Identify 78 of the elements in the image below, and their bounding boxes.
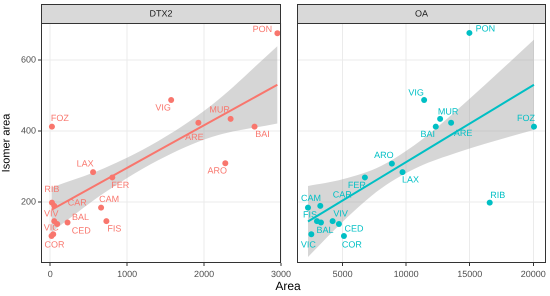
annotation: VIV [44,208,58,219]
annotation: FER [348,180,366,190]
point [330,218,336,224]
point [222,160,228,166]
annotation: PON [252,24,272,34]
annotation: ARO [208,166,228,176]
point [400,169,406,176]
point [51,202,58,209]
point [168,97,174,104]
annotation: VIV [333,208,348,219]
annotation: FOZ [50,113,70,124]
point [432,124,439,130]
x-tick-label: 15000 [457,268,482,279]
point [274,30,280,36]
point [90,169,96,176]
x-tick-label: 0 [48,268,53,279]
annotation: FOZ [516,113,536,124]
x-tick-label: 2000 [194,268,214,279]
point [530,124,537,130]
annotation: FER [111,180,130,190]
annotation: ARO [374,150,394,160]
point [304,204,311,211]
x-tick-label: 20000 [520,268,546,279]
point [228,116,234,122]
annotation: CAM [99,194,120,204]
chart-title: OA [414,8,428,18]
point [318,220,324,226]
point [64,220,71,226]
point [340,233,347,240]
annotation: COR [44,240,66,250]
point [388,160,395,167]
point [421,97,428,104]
annotation: VIG [155,102,171,113]
annotation: PON [476,23,496,34]
point [486,200,493,206]
chart-title: DTX2 [149,8,173,18]
annotation: ARE [185,132,204,142]
y-axis-title: Isomer area [0,112,13,172]
y-tick-label: 600 [20,54,36,64]
point [466,30,472,36]
annotation: COR [342,240,362,250]
x-tick-label: 3000 [270,268,292,279]
annotation: RIB [490,190,506,200]
point [103,218,110,224]
y-tick-label: 400 [20,125,36,136]
x-tick-label: 1000 [117,268,138,279]
annotation: RIB [44,184,60,194]
annotation: BAI [420,129,436,140]
point [308,231,314,238]
x-tick-label: 10000 [394,268,419,279]
annotation: CED [72,225,92,236]
y-tick-label: 200 [20,196,36,206]
point [437,116,444,122]
annotation: CED [344,223,364,234]
x-tick-label: 5000 [332,268,353,279]
annotation: CAR [332,189,352,200]
annotation: CAR [68,197,88,208]
annotation: BAI [255,129,270,140]
annotation: VIC [300,240,316,250]
annotation: BAL [72,212,90,222]
point [195,120,202,126]
point [317,202,324,209]
x-axis-title: Area [275,279,301,293]
annotation: CAM [300,193,321,204]
annotation: BAL [316,225,334,236]
point [48,124,55,130]
point [252,124,258,130]
annotation: LAX [402,174,420,185]
point [336,220,342,227]
annotation: MUR [438,106,459,116]
point [448,120,454,126]
point [98,204,104,211]
annotation: MUR [209,104,230,114]
annotation: LAX [76,158,94,169]
annotation: VIG [408,88,424,98]
point [362,174,368,180]
point [109,174,116,180]
annotation: FIS [107,224,122,234]
